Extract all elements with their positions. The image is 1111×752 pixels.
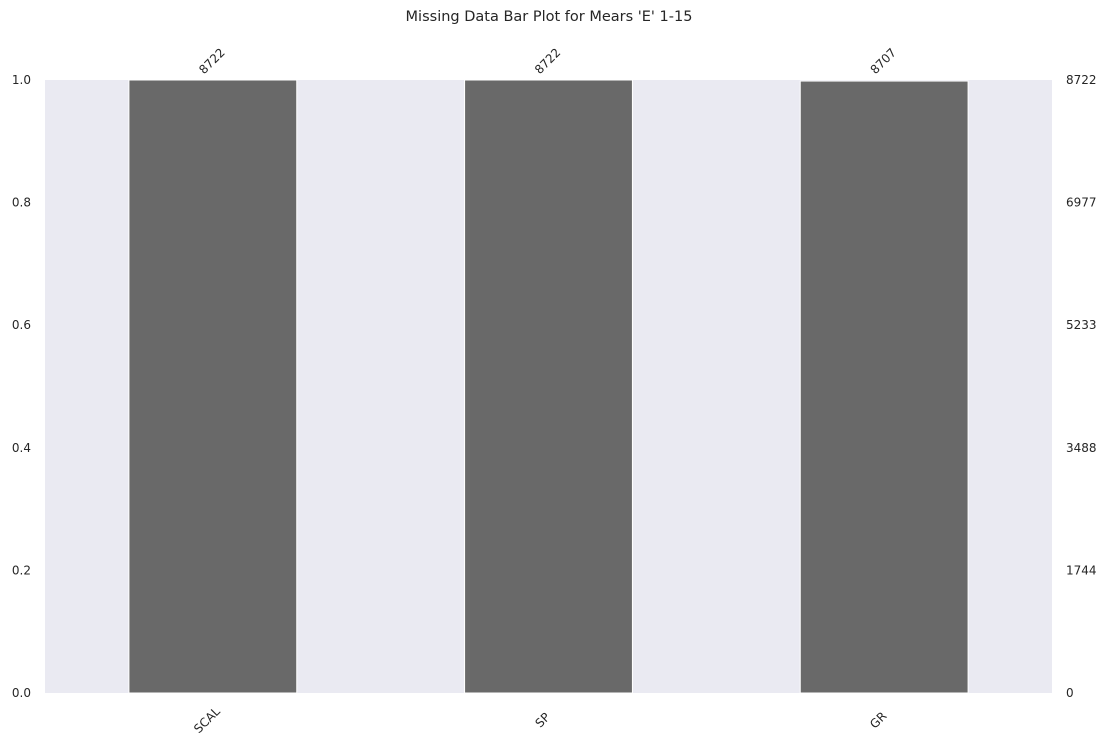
right-tick-label: 0 (1066, 686, 1074, 700)
right-tick-label: 6977 (1066, 196, 1097, 210)
bar-sp (464, 79, 633, 694)
x-tick-label: SP (532, 710, 552, 730)
top-count-label: 8722 (532, 45, 563, 76)
left-tick-label: 0.6 (12, 318, 31, 332)
bar-gr (799, 80, 969, 694)
right-tick-label: 5233 (1066, 318, 1097, 332)
left-tick-label: 0.2 (12, 563, 31, 577)
right-tick-label: 3488 (1066, 441, 1097, 455)
left-tick-label: 0.8 (12, 196, 31, 210)
bar-scal (128, 79, 298, 694)
right-tick-label: 8722 (1066, 73, 1097, 87)
chart-title: Missing Data Bar Plot for Mears 'E' 1-15 (406, 9, 693, 25)
top-count-label: 8707 (868, 45, 899, 76)
left-tick-label: 0.4 (12, 441, 31, 455)
left-tick-label: 1.0 (12, 73, 31, 87)
left-tick-label: 0.0 (12, 686, 31, 700)
x-tick-label: SCAL (191, 704, 223, 736)
x-tick-label: GR (867, 709, 889, 731)
top-count-label: 8722 (196, 45, 227, 76)
right-tick-label: 1744 (1066, 563, 1097, 577)
